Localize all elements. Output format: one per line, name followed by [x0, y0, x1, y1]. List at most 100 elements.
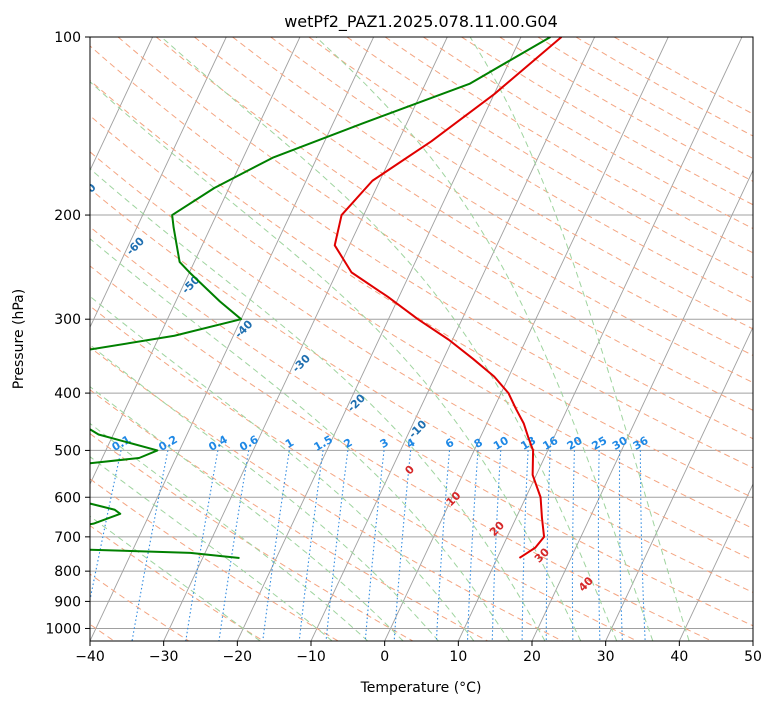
mixing-ratio-line [131, 450, 169, 641]
dry-adiabat-180 [384, 37, 753, 254]
moist-adiabat-35 [315, 37, 654, 641]
profiles [90, 37, 563, 559]
mixing-ratio-line [597, 450, 601, 641]
y-tick-label: 700 [54, 530, 81, 546]
dry-adiabat-50 [90, 226, 753, 627]
dry-adiabat--10 [90, 478, 339, 641]
y-tick-label: 800 [54, 564, 81, 580]
moist-adiabat-5 [90, 344, 439, 641]
moist-adiabats [90, 37, 690, 641]
dry-adiabat-10 [90, 389, 488, 641]
x-tick-label: −40 [75, 649, 105, 665]
isotherm--60 [90, 37, 227, 329]
y-tick-label: 400 [54, 386, 81, 402]
dry-adiabat-200 [461, 37, 753, 206]
mixing-ratio-line [491, 450, 502, 641]
dry-adiabat-40 [90, 265, 712, 641]
y-tick-label: 1000 [45, 621, 81, 637]
dewpoint-profile [90, 37, 551, 559]
isotherm-50 [752, 639, 753, 641]
isotherm-10 [457, 37, 743, 641]
y-tick-label: 600 [54, 490, 81, 506]
dry-adiabat-70 [90, 151, 753, 561]
plot-frame [89, 36, 754, 642]
x-axis-label: Temperature (°C) [360, 680, 482, 696]
x-tick-label: 10 [449, 649, 467, 665]
isobars [90, 37, 753, 629]
isotherm-40 [678, 483, 753, 641]
isotherm-30 [605, 326, 753, 641]
mixing-ratio-line [545, 450, 551, 641]
isotherm--20 [236, 37, 522, 641]
dry-adiabat-label: -60 [124, 234, 147, 257]
mixing-ratio-line [639, 450, 646, 641]
dry-adiabat--20 [90, 525, 264, 641]
moist-adiabat--5 [90, 422, 368, 641]
y-tick-label: 900 [54, 594, 81, 610]
dry-adiabat-90 [90, 79, 753, 499]
mixing-ratio-line [298, 450, 324, 641]
x-tick-label: 0 [380, 649, 389, 665]
dry-adiabat-label: -30 [290, 352, 313, 375]
moist-adiabat-25 [90, 81, 582, 641]
dry-adiabat-label: -20 [345, 391, 368, 414]
moist-adiabat-15 [90, 238, 510, 641]
isotherm--30 [163, 37, 448, 641]
moist-adiabat-label: 40 [576, 574, 596, 594]
x-tick-label: 30 [597, 649, 615, 665]
moist-adiabat-20 [90, 168, 546, 641]
mixing-ratio-line [262, 450, 290, 641]
mixing-ratio-label: 6 [443, 436, 456, 451]
moist-adiabat-label: 0 [402, 463, 417, 478]
isotherm-20 [531, 169, 753, 641]
mixing-ratio-line [521, 450, 529, 641]
x-tick-label: 50 [744, 649, 762, 665]
dry-adiabat-80 [90, 115, 753, 530]
dry-adiabat-170 [346, 37, 753, 279]
isotherm--90 [0, 37, 5, 641]
mixing-ratio-line [393, 450, 412, 641]
dry-adiabat-label: -50 [179, 273, 202, 296]
dry-adiabat-60 [90, 188, 753, 593]
y-tick-label: 300 [54, 312, 81, 328]
mixing-ratio-line [466, 450, 479, 641]
x-tick-label: 40 [670, 649, 688, 665]
moist-adiabat-40 [469, 37, 690, 641]
mixing-ratio-line [325, 450, 349, 641]
moist-adiabat-30 [161, 37, 618, 641]
dry-adiabat-label: -80 [21, 139, 44, 162]
dry-adiabat-220 [537, 37, 753, 160]
mixing-ratio-line [218, 450, 250, 641]
x-tick-label: −10 [296, 649, 326, 665]
mixing-ratio-line [618, 450, 623, 641]
moist-adiabat-0 [90, 386, 404, 641]
mixing-ratio-line [90, 450, 122, 603]
isotherm-0 [384, 37, 669, 641]
dry-adiabat-30 [90, 305, 638, 641]
mixing-ratio-label: 2 [342, 436, 355, 451]
y-axis-label: Pressure (hPa) [11, 289, 27, 389]
dry-adiabat-label: -70 [75, 181, 98, 204]
dry-adiabats [90, 37, 753, 641]
moist-adiabat--10 [90, 456, 333, 641]
isotherm--70 [90, 37, 154, 172]
mixing-ratio-line [435, 450, 451, 641]
temperature-profile [333, 37, 563, 559]
mixing-ratio-label: 8 [472, 436, 485, 451]
x-tick-label: 20 [523, 649, 541, 665]
y-tick-label: 100 [54, 30, 81, 46]
dry-adiabat-140 [232, 37, 753, 356]
mixing-ratio-line [364, 450, 385, 641]
chart-title: wetPf2_PAZ1.2025.078.11.00.G04 [284, 12, 558, 32]
moist-adiabat--20 [90, 515, 261, 641]
dry-adiabat-20 [90, 346, 563, 641]
mixing-ratio-line [571, 450, 575, 641]
moist-adiabat-10 [90, 295, 475, 641]
moist-adiabat-label: 20 [487, 519, 507, 539]
mixing-ratio-label: 3 [378, 436, 391, 451]
axes: −40 −30 −20 −10 0 10 20 30 40 5010020030040050060… [45, 30, 762, 665]
x-tick-label: −30 [149, 649, 179, 665]
